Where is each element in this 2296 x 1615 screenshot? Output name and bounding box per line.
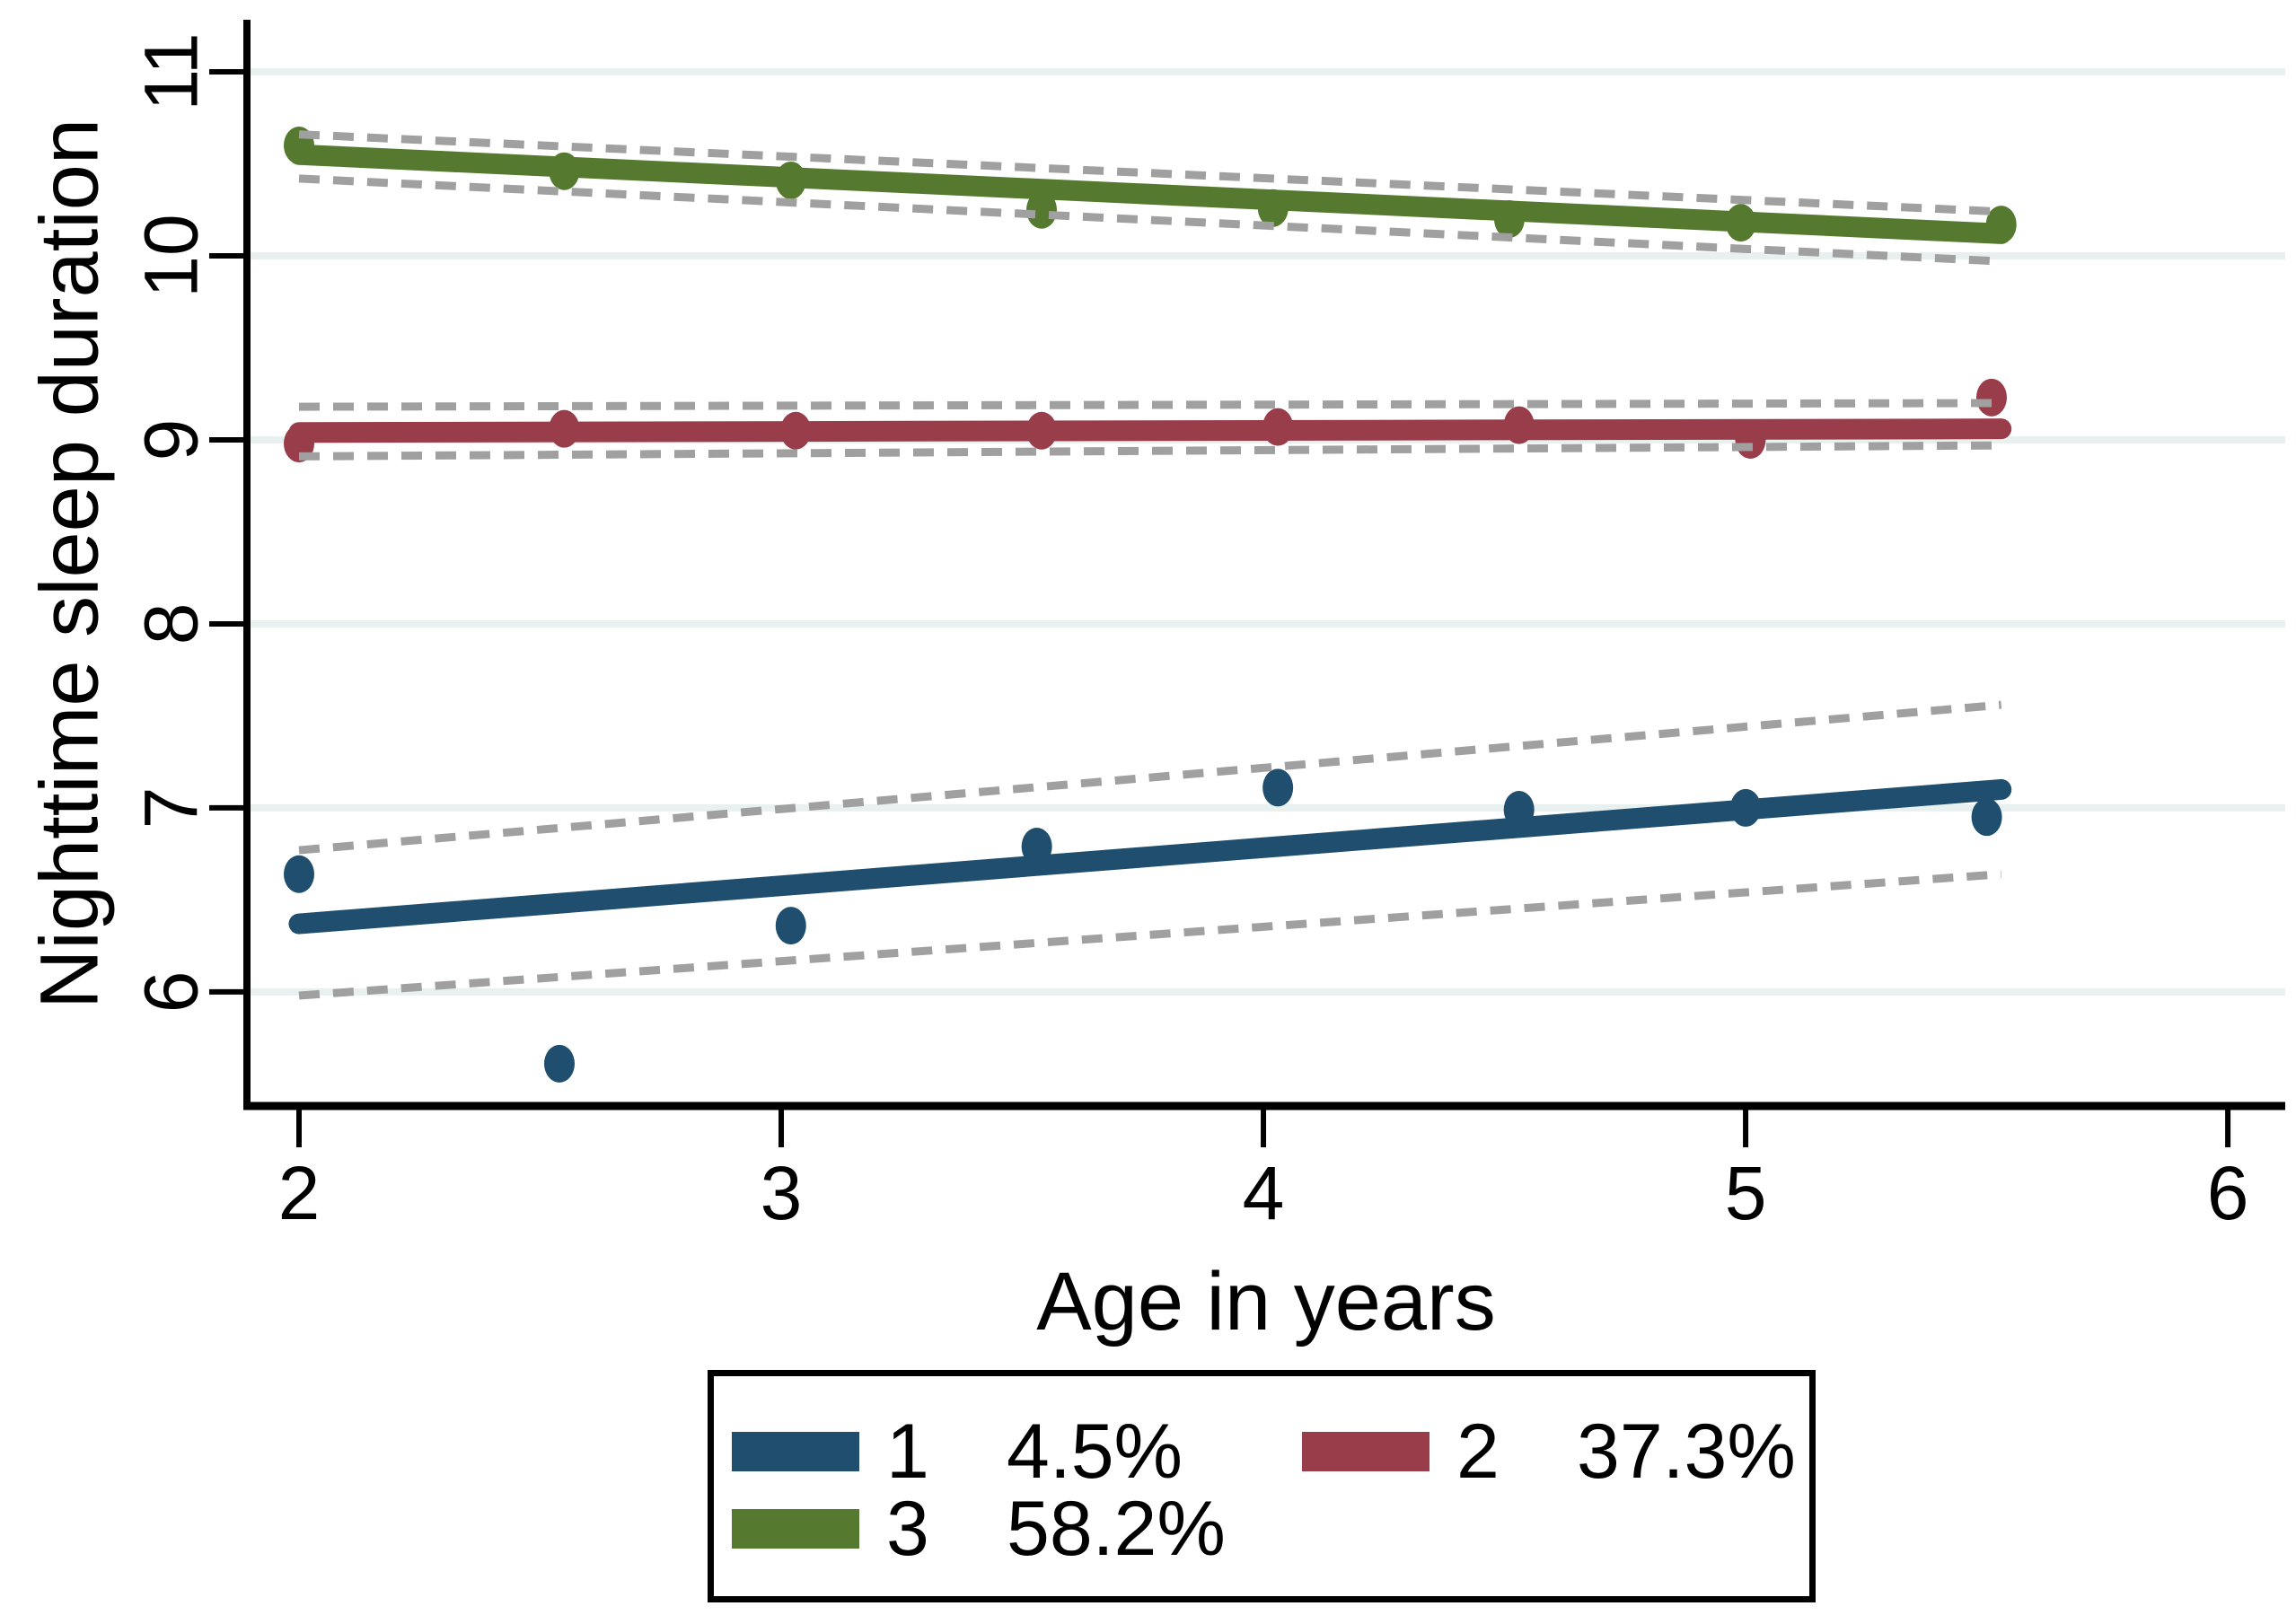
legend-swatch-group2-icon xyxy=(1302,1432,1430,1471)
data-point-group1 xyxy=(1021,827,1052,865)
data-point-group2 xyxy=(1735,420,1766,459)
data-point-group3 xyxy=(1725,204,1756,242)
legend-label-group2: 2 xyxy=(1456,1408,1500,1495)
data-point-group3 xyxy=(1985,206,2017,244)
x-tick-label: 6 xyxy=(2207,1151,2249,1235)
data-point-group1 xyxy=(283,855,314,893)
y-tick-label: 7 xyxy=(128,787,213,829)
data-point-group1 xyxy=(775,907,806,945)
legend-item-group3: 3 58.2% xyxy=(732,1486,1226,1572)
data-point-group3 xyxy=(775,161,806,199)
data-point-group1 xyxy=(1262,768,1294,807)
x-tick-label: 3 xyxy=(761,1151,803,1235)
y-tick-label: 11 xyxy=(128,32,213,110)
data-point-group2 xyxy=(549,409,580,448)
data-point-group1 xyxy=(1971,798,2002,837)
x-tick-label: 2 xyxy=(278,1151,321,1235)
data-point-group2 xyxy=(1503,406,1535,444)
y-tick-label: 9 xyxy=(128,419,213,461)
data-point-group2 xyxy=(1975,378,2007,417)
fit-line-group3 xyxy=(288,144,2012,244)
legend-label-group1: 1 xyxy=(886,1408,929,1495)
legend-swatch-group3-icon xyxy=(732,1509,859,1549)
ci-lower-group2 xyxy=(298,441,2001,461)
legend-item-group1: 1 4.5% xyxy=(732,1409,1183,1495)
data-point-group3 xyxy=(1493,199,1525,238)
y-tick-label: 8 xyxy=(128,603,213,645)
legend-share-group1: 4.5% xyxy=(1007,1408,1183,1495)
legend-swatch-group1-icon xyxy=(732,1432,859,1471)
y-tick-label: 10 xyxy=(128,214,213,297)
y-axis-title: Nighttime sleep duration xyxy=(23,118,116,1010)
legend-item-group2: 2 37.3% xyxy=(1302,1409,1796,1495)
data-point-group3 xyxy=(1026,190,1058,229)
data-point-group1 xyxy=(1730,788,1762,827)
legend-share-group2: 37.3% xyxy=(1577,1408,1796,1495)
data-point-group1 xyxy=(1503,790,1535,829)
data-point-group3 xyxy=(549,152,580,190)
data-point-group3 xyxy=(1257,189,1289,227)
ci-lower-group1 xyxy=(298,870,2002,1000)
data-point-group2 xyxy=(1262,408,1294,446)
ci-lower-group3 xyxy=(298,174,2001,266)
fit-line-group1 xyxy=(288,778,2012,935)
y-tick-label: 6 xyxy=(128,971,213,1014)
fit-line-group2 xyxy=(288,418,2012,443)
legend-label-group3: 3 xyxy=(886,1485,929,1572)
data-point-group1 xyxy=(543,1044,575,1083)
x-tick-label: 5 xyxy=(1725,1151,1767,1235)
data-point-group2 xyxy=(1026,411,1058,450)
ci-upper-group1 xyxy=(298,700,2002,855)
ci-upper-group2 xyxy=(298,399,2001,411)
x-axis-title: Age in years xyxy=(1036,1256,1496,1347)
legend: 1 4.5% 2 37.3% 3 58.2% xyxy=(708,1370,1816,1602)
legend-share-group3: 58.2% xyxy=(1007,1485,1226,1572)
ci-upper-group3 xyxy=(298,130,2001,216)
data-point-group2 xyxy=(780,411,812,450)
x-tick-label: 4 xyxy=(1243,1151,1285,1235)
